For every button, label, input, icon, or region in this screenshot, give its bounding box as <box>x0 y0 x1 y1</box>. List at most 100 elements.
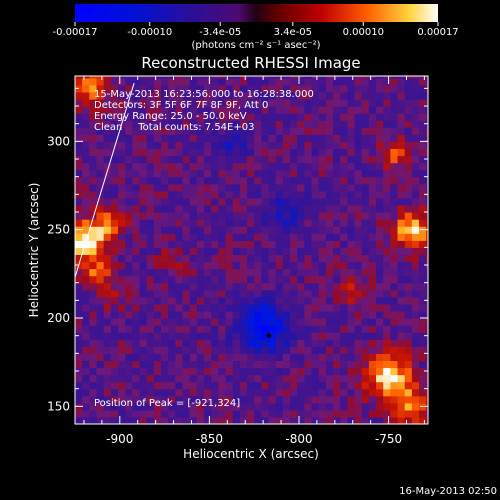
heatmap-cell <box>168 374 176 383</box>
heatmap-cell <box>333 402 341 411</box>
heatmap-cell <box>225 353 234 362</box>
heatmap-cell <box>153 339 162 347</box>
heatmap-cell <box>311 388 320 397</box>
heatmap-cell <box>282 212 291 220</box>
heatmap-cell <box>247 77 255 86</box>
heatmap-cell <box>204 77 212 86</box>
heatmap-cell <box>139 310 148 319</box>
heatmap-cell <box>82 204 90 213</box>
heatmap-cell <box>325 296 334 305</box>
heatmap-cell <box>211 155 219 164</box>
heatmap-cell <box>411 141 420 150</box>
heatmap-cell <box>110 76 119 79</box>
heatmap-cell <box>103 120 112 128</box>
heatmap-cell <box>189 226 198 234</box>
heatmap-cell <box>82 91 90 100</box>
heatmap-cell <box>361 381 370 390</box>
heatmap-cell <box>318 346 327 354</box>
heatmap-cell <box>376 183 384 192</box>
heatmap-cell <box>325 395 334 404</box>
heatmap-cell <box>290 212 298 220</box>
heatmap-cell <box>182 367 191 376</box>
heatmap-cell <box>383 197 391 206</box>
heatmap-cell <box>218 134 227 142</box>
heatmap-cell <box>290 183 298 192</box>
heatmap-cell <box>232 141 241 150</box>
heatmap-cell <box>239 127 248 135</box>
heatmap-cell <box>132 148 141 157</box>
heatmap-cell <box>218 91 227 100</box>
heatmap-cell <box>161 240 169 248</box>
heatmap-cell <box>103 84 112 93</box>
heatmap-cell <box>168 310 176 319</box>
heatmap-cell <box>161 226 169 234</box>
heatmap-cell <box>239 98 248 107</box>
heatmap-cell <box>204 289 212 298</box>
heatmap-cell <box>153 388 162 397</box>
heatmap-cell <box>82 275 90 284</box>
heatmap-cell <box>282 91 291 100</box>
heatmap-cell <box>110 84 119 93</box>
heatmap-cell <box>218 402 227 411</box>
heatmap-cell <box>189 148 198 157</box>
heatmap-cell <box>182 289 191 298</box>
heatmap-cell <box>290 190 298 199</box>
heatmap-cell <box>282 381 291 390</box>
heatmap-cell <box>232 395 241 404</box>
heatmap-cell <box>297 155 305 164</box>
heatmap-cell <box>304 416 313 424</box>
heatmap-cell <box>419 367 427 376</box>
heatmap-cell <box>297 148 305 157</box>
heatmap-cell <box>404 106 413 114</box>
heatmap-cell <box>75 303 83 312</box>
heatmap-cell <box>254 204 262 213</box>
x-tick-label: -800 <box>285 432 312 446</box>
heatmap-cell <box>211 268 219 277</box>
heatmap-cell <box>311 84 320 93</box>
heatmap-cell <box>211 204 219 213</box>
heatmap-cell <box>182 268 191 277</box>
heatmap-cell <box>168 275 176 284</box>
heatmap-cell <box>340 155 348 164</box>
heatmap-cell <box>139 77 148 86</box>
heatmap-cell <box>125 204 133 213</box>
heatmap-cell <box>232 275 241 284</box>
heatmap-cell <box>82 289 90 298</box>
heatmap-cell <box>390 190 399 199</box>
heatmap-cell <box>275 106 284 114</box>
heatmap-cell <box>89 268 98 277</box>
heatmap-cell <box>103 162 112 171</box>
heatmap-cell <box>383 303 391 312</box>
heatmap-cell <box>404 289 413 298</box>
heatmap-cell <box>247 360 255 369</box>
heatmap-cell <box>304 212 313 220</box>
heatmap-cell <box>325 98 334 107</box>
heatmap-cell <box>247 226 255 234</box>
heatmap-cell <box>125 353 133 362</box>
heatmap-cell <box>103 381 112 390</box>
heatmap-cell <box>311 91 320 100</box>
heatmap-cell <box>175 226 184 234</box>
heatmap-cell <box>368 113 377 121</box>
heatmap-cell <box>275 240 284 248</box>
heatmap-cell <box>404 240 413 248</box>
heatmap-cell <box>153 247 162 256</box>
heatmap-cell <box>419 275 427 284</box>
heatmap-cell <box>419 169 427 178</box>
heatmap-cell <box>153 169 162 178</box>
heatmap-cell <box>282 296 291 305</box>
heatmap-cell <box>376 91 384 100</box>
heatmap-cell <box>325 77 334 86</box>
heatmap-cell <box>275 289 284 298</box>
heatmap-cell <box>118 402 126 411</box>
heatmap-cell <box>397 360 406 369</box>
heatmap-cell <box>211 76 219 79</box>
heatmap-cell <box>118 275 126 284</box>
heatmap-cell <box>261 91 270 100</box>
heatmap-cell <box>254 282 262 291</box>
heatmap-cell <box>325 332 334 340</box>
heatmap-cell <box>426 148 428 157</box>
heatmap-cell <box>297 134 305 142</box>
heatmap-cell <box>196 289 205 298</box>
heatmap-cell <box>390 148 399 157</box>
